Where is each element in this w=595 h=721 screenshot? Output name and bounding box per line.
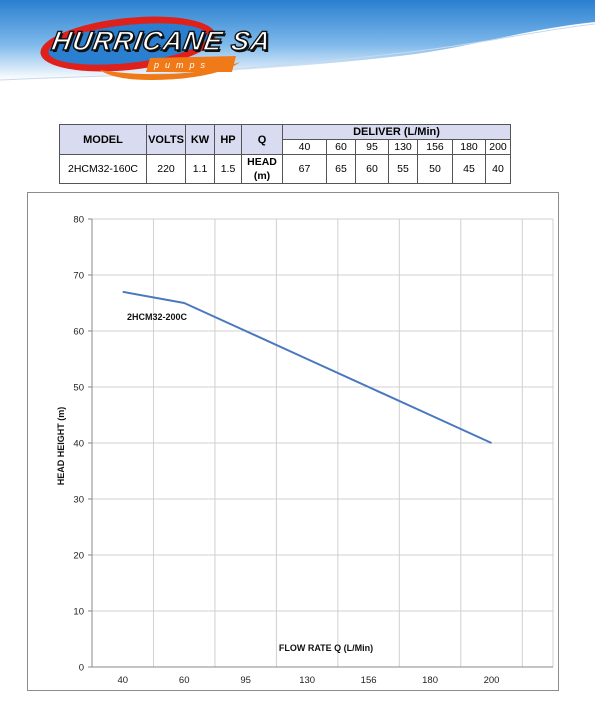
y-tick-label: 0 (79, 663, 84, 674)
series-layer (122, 290, 492, 444)
flow-value: 40 (282, 139, 327, 155)
header-hp: HP (214, 124, 242, 155)
y-tick-label: 80 (73, 215, 84, 226)
cell-model: 2HCM32-160C (59, 154, 147, 184)
header-volts: VOLTS (146, 124, 186, 155)
chart-frame: 0 10 20 30 40 50 60 70 80 40 60 95 130 156 180 200 HEAD… (27, 192, 559, 691)
cell-head-value: 65 (326, 154, 356, 184)
x-tick-label: 156 (361, 675, 377, 686)
header-kw: KW (185, 124, 215, 155)
flow-value: 130 (388, 139, 418, 155)
banner-background (0, 0, 595, 81)
x-tick-label: 95 (240, 675, 251, 686)
brand-logo-text: HURRICANE SA (49, 25, 275, 56)
y-tick-label: 70 (73, 271, 84, 282)
performance-chart: 0 10 20 30 40 50 60 70 80 40 60 95 130 156 180 200 HEAD… (56, 215, 554, 686)
header-deliver: DELIVER (L/Min) (282, 124, 511, 140)
cell-head-value: 45 (452, 154, 486, 184)
y-axis-title: HEAD HEIGHT (m) (56, 407, 66, 486)
x-tick-label: 60 (179, 675, 190, 686)
header-model: MODEL (59, 124, 147, 155)
head-label-line2: (m) (253, 170, 271, 182)
flow-value: 156 (417, 139, 453, 155)
y-tick-label: 60 (73, 327, 84, 338)
axis-layer: 0 10 20 30 40 50 60 70 80 40 60 95 130 156 180 200 (73, 215, 553, 686)
table-flow-row: 40 60 95 130 156 180 200 (60, 139, 511, 155)
flow-value: 95 (355, 139, 389, 155)
header-q: Q (241, 124, 283, 155)
logo-emblem (40, 16, 240, 80)
brand-tagline: pumps (154, 60, 212, 70)
y-tick-label: 10 (73, 607, 84, 618)
series-label: 2HCM32-200C (127, 312, 188, 322)
y-tick-label: 20 (73, 551, 84, 562)
x-tick-label: 40 (117, 675, 128, 686)
table-header-row: MODEL VOLTS KW HP Q DELIVER (L/Min) (59, 124, 511, 155)
flow-value: 180 (452, 139, 486, 155)
cell-head-value: 50 (417, 154, 453, 184)
cell-head-value: 55 (388, 154, 418, 184)
x-axis-title: FLOW RATE Q (L/Min) (279, 643, 373, 653)
cell-head-value: 67 (282, 154, 327, 184)
head-label-line1: HEAD (247, 156, 277, 168)
table-row: 2HCM32-160C 220 1.1 1.5 HEAD (m) 67 65 6… (59, 154, 511, 184)
cell-volts: 220 (146, 154, 186, 184)
cell-head-value: 40 (485, 154, 511, 184)
cell-head-label: HEAD (m) (241, 154, 283, 184)
x-tick-label: 200 (484, 675, 500, 686)
y-tick-label: 40 (73, 439, 84, 450)
grid-layer (91, 218, 554, 668)
spec-table: MODEL VOLTS KW HP Q DELIVER (L/Min) 40 6… (59, 124, 511, 184)
cell-kw: 1.1 (185, 154, 215, 184)
cell-head-value: 60 (355, 154, 389, 184)
cell-hp: 1.5 (214, 154, 242, 184)
x-tick-label: 180 (422, 675, 438, 686)
header-banner: HURRICANE SA pumps (0, 0, 595, 92)
flow-value: 60 (326, 139, 356, 155)
flow-value: 200 (485, 139, 511, 155)
y-tick-label: 50 (73, 383, 84, 394)
x-tick-label: 130 (299, 675, 315, 686)
y-tick-label: 30 (73, 495, 84, 506)
